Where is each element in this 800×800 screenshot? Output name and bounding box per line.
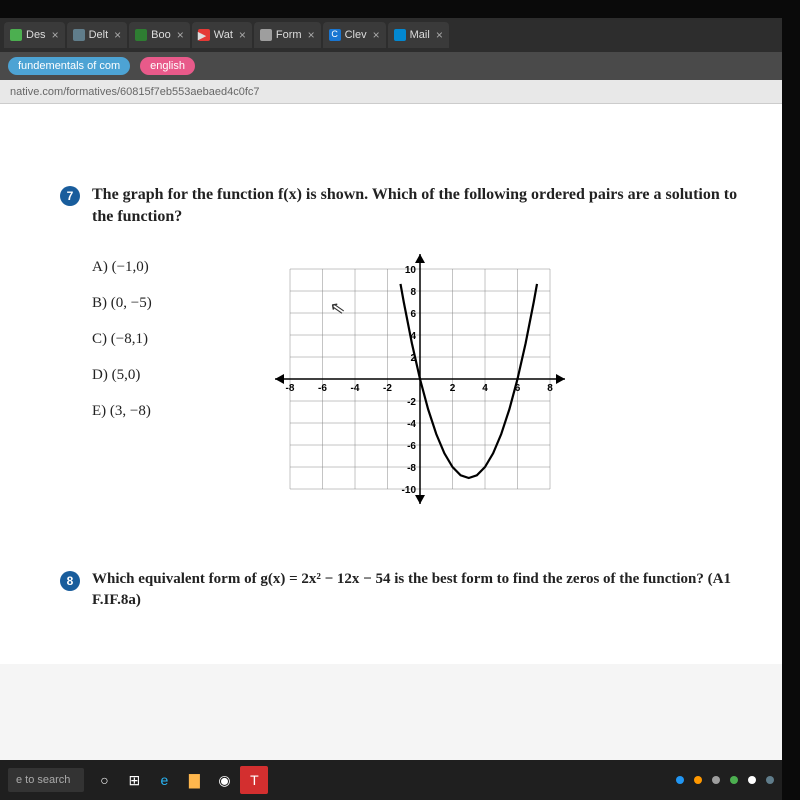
- svg-text:2: 2: [450, 383, 456, 394]
- favicon-icon: [73, 29, 85, 41]
- close-icon[interactable]: ×: [436, 28, 443, 42]
- url-text: native.com/formatives/60815f7eb553aebaed…: [10, 86, 260, 98]
- tray-icon[interactable]: [676, 776, 684, 784]
- favicon-icon: C: [329, 29, 341, 41]
- tab-desmos[interactable]: Des ×: [4, 22, 65, 48]
- tab-clever[interactable]: C Clev ×: [323, 22, 386, 48]
- choice-c[interactable]: C) (−8,1): [92, 321, 240, 357]
- tray-icon[interactable]: [748, 776, 756, 784]
- question-number-badge: 8: [60, 571, 80, 591]
- question-prompt: Which equivalent form of g(x) = 2x² − 12…: [92, 569, 742, 611]
- bookmark-bar: fundementals of com english: [0, 52, 782, 80]
- favicon-icon: [10, 29, 22, 41]
- edge-icon[interactable]: e: [150, 766, 178, 794]
- tray-icon[interactable]: [712, 776, 720, 784]
- bookmark-fundamentals[interactable]: fundementals of com: [8, 57, 130, 75]
- tab-label: Form: [276, 29, 302, 41]
- tray-icon[interactable]: [730, 776, 738, 784]
- choice-a[interactable]: A) (−1,0): [92, 249, 240, 285]
- choice-d[interactable]: D) (5,0): [92, 357, 240, 393]
- teams-icon[interactable]: T: [240, 766, 268, 794]
- question-8: 8 Which equivalent form of g(x) = 2x² − …: [60, 569, 742, 611]
- choice-e[interactable]: E) (3, −8): [92, 393, 240, 429]
- tab-label: Wat: [214, 29, 233, 41]
- svg-text:-6: -6: [318, 383, 327, 394]
- favicon-icon: [135, 29, 147, 41]
- taskbar-search[interactable]: e to search: [8, 768, 84, 792]
- svg-text:8: 8: [410, 287, 416, 298]
- svg-text:-10: -10: [402, 485, 417, 496]
- svg-text:-2: -2: [407, 397, 416, 408]
- tab-label: Mail: [410, 29, 430, 41]
- bookmark-english[interactable]: english: [140, 57, 195, 75]
- tab-label: Des: [26, 29, 46, 41]
- tray-icon[interactable]: [766, 776, 774, 784]
- function-graph: -8-6-4-22468-10-8-6-4-2246810: [270, 249, 570, 509]
- tab-watch[interactable]: ▶ Wat ×: [192, 22, 252, 48]
- tray-icon[interactable]: [694, 776, 702, 784]
- address-bar[interactable]: native.com/formatives/60815f7eb553aebaed…: [0, 80, 782, 104]
- close-icon[interactable]: ×: [114, 28, 121, 42]
- svg-text:10: 10: [405, 265, 417, 276]
- cortana-icon[interactable]: ○: [90, 766, 118, 794]
- chrome-icon[interactable]: ◉: [210, 766, 238, 794]
- taskview-icon[interactable]: ⊞: [120, 766, 148, 794]
- tab-label: Delt: [89, 29, 109, 41]
- tab-delta[interactable]: Delt ×: [67, 22, 128, 48]
- svg-text:-8: -8: [286, 383, 295, 394]
- checkmark-icon: [260, 29, 272, 41]
- search-placeholder: e to search: [16, 774, 70, 786]
- system-tray[interactable]: [676, 776, 774, 784]
- close-icon[interactable]: ×: [308, 28, 315, 42]
- svg-text:-8: -8: [407, 463, 416, 474]
- bookmark-label: fundementals of com: [18, 60, 120, 72]
- close-icon[interactable]: ×: [239, 28, 246, 42]
- tab-book[interactable]: Boo ×: [129, 22, 190, 48]
- choice-b[interactable]: B) (0, −5): [92, 285, 240, 321]
- tab-label: Boo: [151, 29, 171, 41]
- close-icon[interactable]: ×: [373, 28, 380, 42]
- svg-text:4: 4: [482, 383, 488, 394]
- svg-text:-4: -4: [407, 419, 416, 430]
- question-prompt: The graph for the function f(x) is shown…: [92, 184, 742, 229]
- svg-text:-2: -2: [383, 383, 392, 394]
- graph-svg: -8-6-4-22468-10-8-6-4-2246810: [270, 249, 570, 509]
- favicon-icon: ▶: [198, 29, 210, 41]
- svg-text:-6: -6: [407, 441, 416, 452]
- windows-taskbar: e to search ○⊞e▇◉T: [0, 760, 782, 800]
- question-7: 7 The graph for the function f(x) is sho…: [60, 184, 742, 229]
- tab-mail[interactable]: Mail ×: [388, 22, 449, 48]
- tab-formative[interactable]: Form ×: [254, 22, 321, 48]
- outlook-icon: [394, 29, 406, 41]
- svg-text:8: 8: [547, 383, 553, 394]
- folder-icon[interactable]: ▇: [180, 766, 208, 794]
- answer-choices: A) (−1,0) B) (0, −5) C) (−8,1) D) (5,0) …: [60, 249, 240, 509]
- page-content: 7 The graph for the function f(x) is sho…: [0, 104, 782, 664]
- bookmark-label: english: [150, 60, 185, 72]
- question-number-badge: 7: [60, 186, 80, 206]
- svg-text:6: 6: [410, 309, 416, 320]
- close-icon[interactable]: ×: [52, 28, 59, 42]
- browser-tabs: Des × Delt × Boo × ▶ Wat × Form ×: [0, 18, 782, 52]
- close-icon[interactable]: ×: [177, 28, 184, 42]
- svg-text:-4: -4: [351, 383, 360, 394]
- tab-label: Clev: [345, 29, 367, 41]
